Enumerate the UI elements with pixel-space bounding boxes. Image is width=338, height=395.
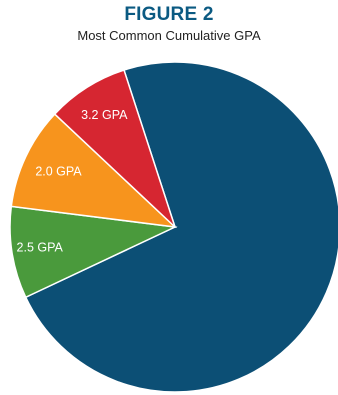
pie-slice-3-2-gpa <box>53 69 176 228</box>
pie-slice-2-5-gpa <box>9 205 178 299</box>
slice-label-3-2-gpa: 3.2 GPA <box>81 108 128 122</box>
slice-label-2-0-gpa: 2.0 GPA <box>35 164 82 178</box>
pie-slice-2-0-gpa <box>10 112 178 229</box>
pie-slice-3-0-gpa <box>24 61 338 393</box>
figure-label: FIGURE 2 <box>124 4 214 25</box>
chart-subtitle: Most Common Cumulative GPA <box>77 28 261 43</box>
slice-label-2-5-gpa: 2.5 GPA <box>17 241 64 255</box>
